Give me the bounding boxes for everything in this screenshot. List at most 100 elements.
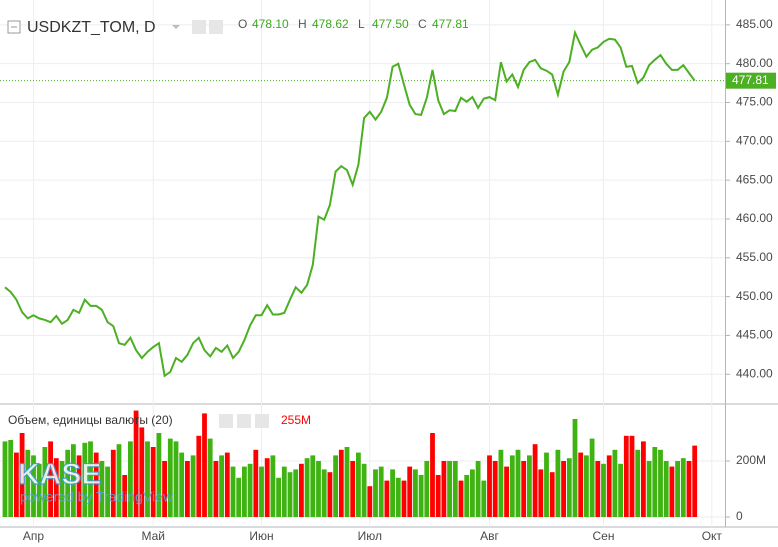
y-tick-label: 0 — [736, 509, 743, 523]
volume-bar — [601, 463, 606, 517]
settings-button[interactable] — [209, 20, 223, 34]
ohlc-value: 478.62 — [312, 17, 349, 31]
volume-bar — [19, 433, 25, 517]
volume-bar — [185, 461, 190, 517]
volume-bar — [316, 461, 321, 517]
volume-bar — [162, 461, 167, 517]
volume-bar — [589, 438, 595, 517]
eye-button[interactable] — [192, 20, 206, 34]
y-tick-label: 465.00 — [736, 172, 773, 186]
volume-bar — [407, 466, 413, 517]
volume-bar — [498, 449, 504, 517]
volume-bar — [304, 458, 310, 517]
volume-bar — [14, 452, 19, 517]
last-price-box — [726, 72, 776, 89]
volume-bar — [247, 463, 253, 517]
dropdown-icon[interactable] — [172, 25, 180, 29]
volume-bar — [287, 472, 293, 517]
volume-bar — [99, 461, 105, 517]
overlay: USDKZT_TOM, D Объем, единицы валюты (20)… — [7, 17, 776, 543]
volume-bar — [669, 466, 675, 517]
volume-bar — [566, 458, 572, 517]
ohlc-label: H — [298, 17, 307, 31]
volume-bar — [139, 427, 145, 517]
settings-button[interactable] — [237, 414, 251, 428]
volume-bar — [578, 452, 584, 517]
symbol-title: USDKZT_TOM, D — [27, 19, 156, 36]
volume-bar — [652, 447, 658, 517]
volume-bar — [299, 463, 304, 517]
volume-bar — [532, 444, 538, 517]
volume-bar — [384, 480, 390, 517]
volume-bar — [595, 461, 601, 517]
volume-bar — [128, 441, 133, 517]
volume-bar — [424, 461, 430, 517]
x-tick-label: Июн — [249, 529, 273, 543]
volume-bar — [492, 461, 498, 517]
volume-bar — [110, 449, 116, 517]
volume-bar — [663, 461, 669, 517]
volume-bar — [430, 433, 435, 517]
ohlc-value: 477.81 — [432, 17, 469, 31]
last-price-label: 477.81 — [732, 73, 769, 87]
volume-bar — [549, 472, 555, 517]
volume-bar — [641, 441, 646, 517]
y-tick-label: 475.00 — [736, 95, 773, 109]
volume-bar — [481, 480, 487, 517]
volume-bar — [458, 480, 464, 517]
volume-bar — [167, 438, 173, 517]
volume-bar — [230, 466, 236, 517]
volume-bar — [350, 461, 356, 517]
volume-bar — [447, 461, 452, 517]
volume-bar — [435, 475, 441, 517]
volume-bar — [202, 413, 207, 517]
volume-bar — [441, 461, 447, 517]
volume-bar — [504, 466, 509, 517]
y-tick-label: 460.00 — [736, 211, 773, 225]
volume-bar — [373, 469, 378, 517]
volume-bar — [219, 455, 224, 517]
volume-bar — [242, 466, 247, 517]
volume-bar — [692, 445, 698, 517]
volume-bar — [59, 461, 65, 517]
volume-bar — [452, 461, 458, 517]
volume-bar — [487, 455, 492, 517]
volume-bar — [31, 455, 36, 517]
y-tick-label: 485.00 — [736, 17, 773, 31]
volume-bar — [2, 441, 8, 517]
marks — [0, 29, 725, 517]
volume-bar — [276, 477, 281, 517]
volume-bar — [190, 455, 196, 517]
volume-bar — [509, 455, 515, 517]
volume-bar — [686, 461, 692, 517]
volume-bar — [105, 466, 110, 517]
volume-bar — [207, 438, 213, 517]
volume-bar — [270, 455, 276, 517]
volume-bar — [213, 461, 219, 517]
x-tick-label: Окт — [702, 529, 723, 543]
volume-bar — [612, 449, 618, 517]
volume-bar — [53, 458, 59, 517]
volume-bar — [646, 461, 652, 517]
volume-bar — [367, 486, 373, 517]
ohlc-value: 477.50 — [372, 17, 409, 31]
y-tick-label: 440.00 — [736, 366, 773, 380]
volume-bar — [8, 440, 14, 517]
close-button[interactable] — [255, 414, 269, 428]
volume-bar — [133, 410, 139, 517]
volume-bar — [635, 449, 641, 517]
volume-bar — [464, 475, 470, 517]
volume-bar — [321, 469, 327, 517]
volume-bar — [333, 455, 338, 517]
volume-bar — [515, 449, 521, 517]
volume-bar — [561, 461, 566, 517]
volume-bar — [378, 466, 384, 517]
y-tick-label: 200M — [736, 453, 766, 467]
eye-button[interactable] — [219, 414, 233, 428]
volume-bar — [413, 469, 418, 517]
volume-bar — [82, 442, 88, 517]
volume-bar — [253, 449, 259, 517]
volume-bar — [538, 469, 544, 517]
